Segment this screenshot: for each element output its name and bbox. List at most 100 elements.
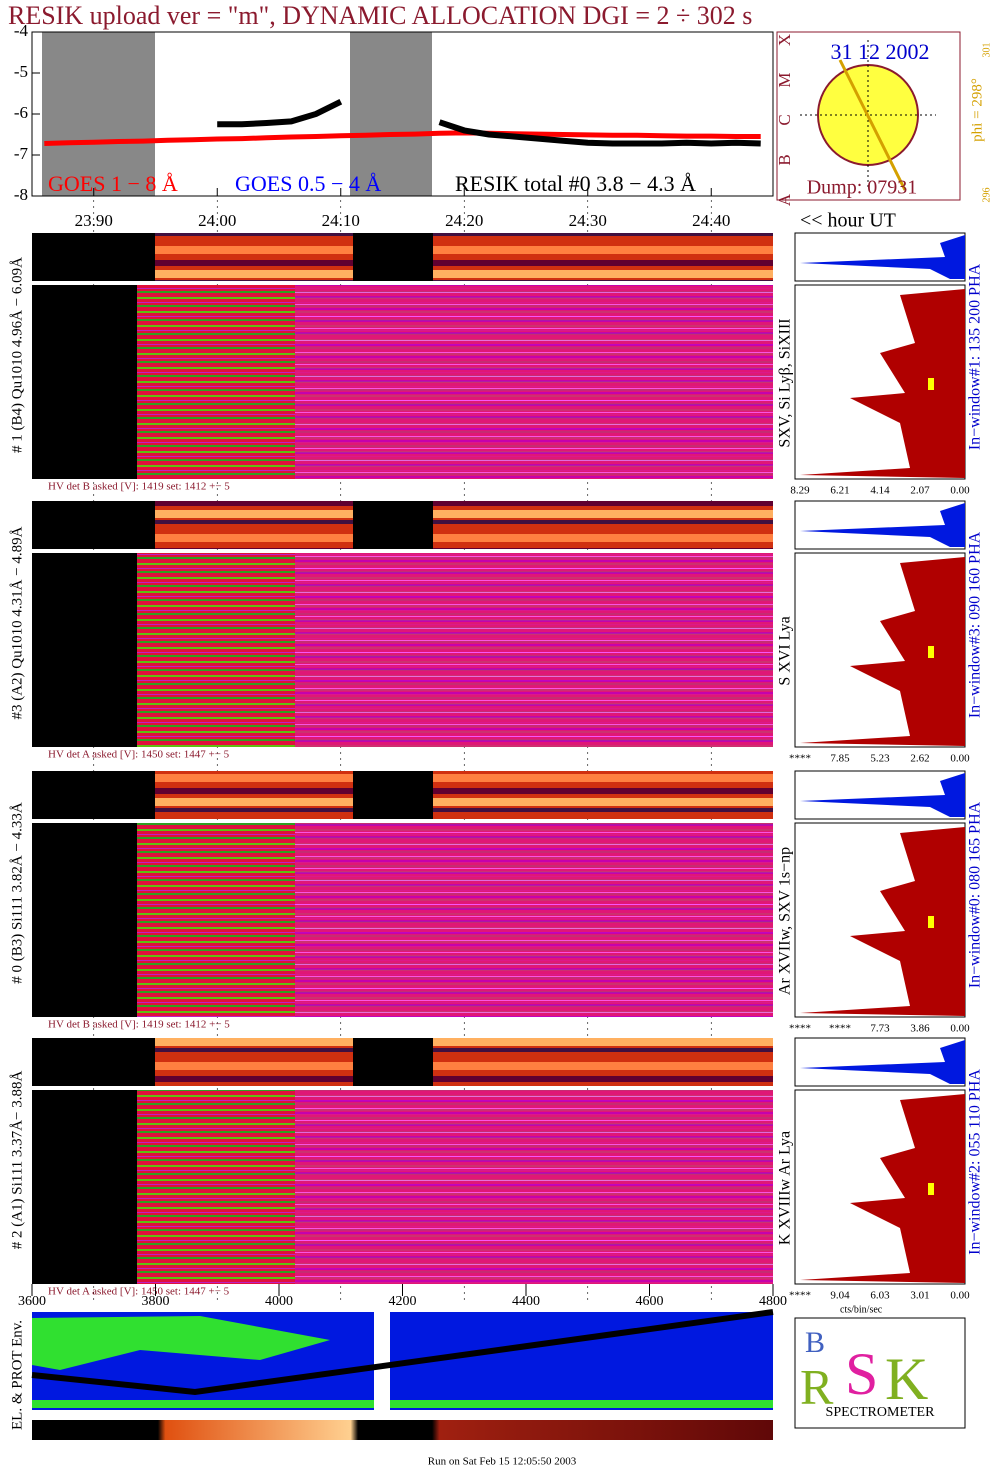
hist-tick-label: 6.03 [870,1290,890,1302]
goes-class: X [775,34,794,46]
hist-tick-label: 9.04 [830,1290,850,1302]
spectrogram-gap [32,285,137,479]
window-label: In−window#2: 055 110 PHA [967,1069,984,1255]
logo-box [794,1317,966,1429]
sec-tick-label: 3600 [18,1294,46,1309]
hist-tick-label: 2.62 [910,753,929,765]
env-patch [32,1316,330,1370]
goes-class: M [775,72,794,87]
strip-gap [353,771,433,819]
phi-label: phi = 298° [969,78,985,142]
y-tick-label: -5 [14,62,28,81]
x-tick-label: 24.10 [322,211,360,230]
series-line [44,130,761,146]
gap-shade [42,32,155,196]
panel-label: # 2 (A1) Si111 3.37Å− 3.88Å [9,1071,25,1250]
hv-text: HV det B asked [V]: 1419 set: 1412 +− 5 [48,1019,230,1031]
sec-tick-label: 4000 [265,1294,293,1309]
hist-tick-label: 0.00 [950,753,970,765]
spectrogram-gap [32,1090,137,1284]
hist-tick-label: **** [789,1023,811,1035]
sec-tick-label: 3800 [142,1294,170,1309]
hist-tick-label: 3.01 [910,1290,929,1302]
hist-marker [928,646,934,658]
legend-entry: GOES 1 − 8 Å [48,171,178,196]
hist-tick-label: 4.14 [870,485,890,497]
gap-shade [350,32,432,196]
hist-marker [928,916,934,928]
sun-date: 31 12 2002 [831,39,930,64]
series-line [217,99,761,147]
hist-tick-label: 0.00 [950,485,970,497]
env-bar [32,1420,773,1440]
phi-bottom: 296 [981,188,992,203]
sec-tick-label: 4200 [389,1294,417,1309]
legend-entry: RESIK total #0 3.8 − 4.3 Å [455,171,696,196]
strip-gap [353,501,433,549]
hist-unit: cts/bin/sec [840,1304,883,1315]
panel-label: #3 (A2) Qu1010 4.31Å − 4.89Å [9,526,25,719]
hist-tick-label: 2.07 [910,485,930,497]
hist-red [800,827,965,1016]
strip-gap [32,771,155,819]
sec-tick-label: 4400 [512,1294,540,1309]
hist-tick-label: 7.73 [870,1023,890,1035]
hist-blue [800,503,965,547]
spectrogram-gap [32,823,137,1017]
logo-text: SPECTROMETER [826,1405,936,1420]
hist-tick-label: 0.00 [950,1023,970,1035]
sec-tick-label: 4800 [759,1294,787,1309]
goes-class: A [775,193,794,206]
hist-blue [800,773,965,817]
footer: Run on Sat Feb 15 12:05:50 2003 [428,1456,577,1468]
spectrogram [295,1090,773,1284]
panels: # 1 (B4) Qu1010 4.96Å − 6.09Å SXV, Si Lyβ… [9,232,984,1315]
env-strip [32,1400,773,1408]
line-ids: S XVI Lya [777,616,794,685]
strip-gap [32,1038,155,1086]
strip-gap [32,233,155,281]
phi-top: 301 [981,43,992,58]
window-label: In−window#0: 080 165 PHA [967,801,984,988]
y-tick-label: -4 [14,21,29,40]
hist-red [800,557,965,746]
x-tick-label: 24.40 [692,211,730,230]
spectrogram [295,553,773,747]
hist-tick-label: 0.00 [950,1290,970,1302]
y-tick-label: -8 [14,185,28,204]
logo-art: B [805,1326,825,1359]
logo-art: K [885,1346,928,1412]
hist-blue [800,1040,965,1084]
strip-gap [353,1038,433,1086]
spectrogram [295,285,773,479]
hv-text: HV det A asked [V]: 1450 set: 1447 +− 5 [48,1286,230,1298]
spectrogram [295,823,773,1017]
line-ids: K XVIIIw Ar Lya [777,1131,794,1245]
hist-red [800,1094,965,1283]
goes-class: C [775,114,794,125]
y-tick-label: -7 [14,144,29,163]
hist-marker [928,1183,934,1195]
hist-marker [928,378,934,390]
strip-gap [353,233,433,281]
legend-entry: GOES 0.5 − 4 Å [235,171,381,196]
window-label: In−window#3: 090 160 PHA [967,531,984,718]
panel-label: # 1 (B4) Qu1010 4.96Å − 6.09Å [9,257,25,453]
spectrogram-gap [32,553,137,747]
hv-text: HV det A asked [V]: 1450 set: 1447 +− 5 [48,749,230,761]
hist-tick-label: 6.21 [830,485,849,497]
hist-tick-label: 7.85 [830,753,850,765]
x-tick-label: 24.30 [569,211,607,230]
sun-dump: Dump: 07931 [807,177,918,199]
x-axis-label: << hour UT [800,210,896,232]
goes-class: B [775,154,794,165]
hist-tick-label: **** [789,1290,811,1302]
y-tick-label: -6 [14,103,28,122]
hv-text: HV det B asked [V]: 1419 set: 1412 +− 5 [48,481,230,493]
hist-box [794,1037,966,1087]
panel-label: # 0 (B3) Si111 3.82Å − 4.33Å [9,802,25,984]
goes-classes: X M C B A [775,34,794,206]
hist-tick-label: 3.86 [910,1023,930,1035]
line-ids: Ar XVIIw, SXV 1s−np [777,847,794,995]
